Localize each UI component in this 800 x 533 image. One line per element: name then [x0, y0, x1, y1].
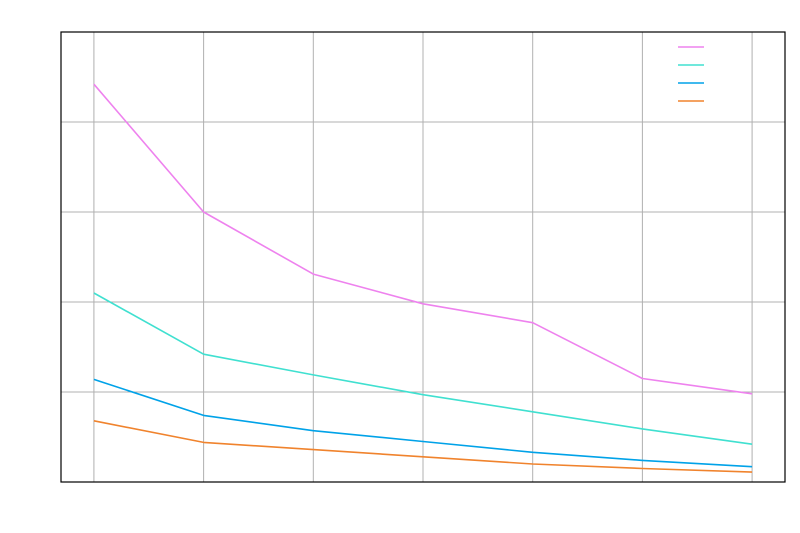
series-line-4: [93, 420, 753, 473]
legend: [678, 46, 704, 102]
series-line-3: [93, 378, 753, 468]
plot-frame: [60, 31, 786, 483]
grid: [61, 32, 785, 482]
series-line-1: [93, 83, 753, 395]
series-line-2: [93, 292, 753, 445]
series-lines: [93, 83, 753, 473]
